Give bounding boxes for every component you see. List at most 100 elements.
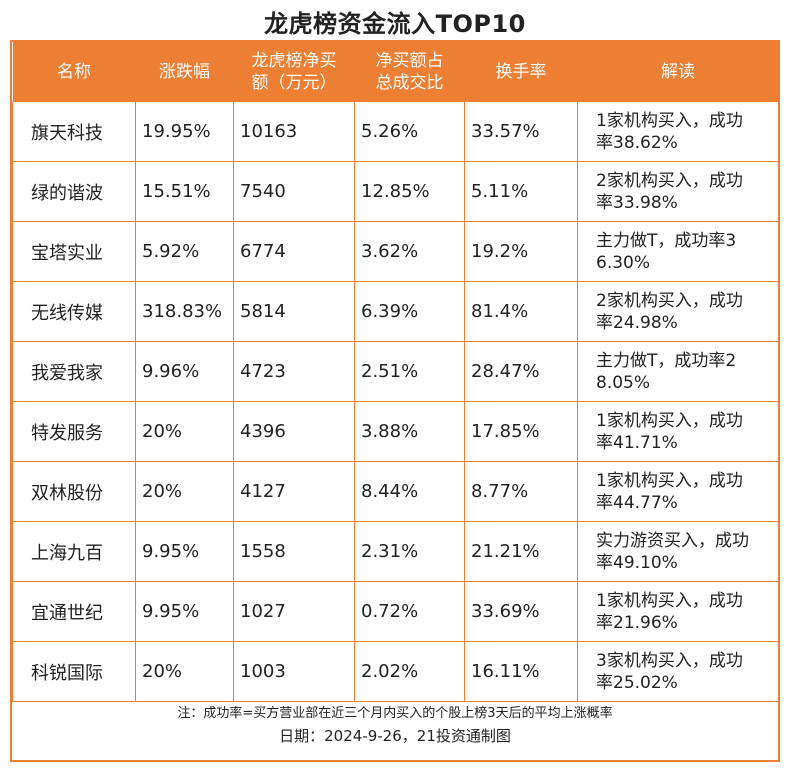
cell-turnover: 17.85% [464,401,578,462]
table-row: 特发服务 20% 4396 3.88% 17.85% 1家机构买入，成功 率41.71% [12,401,779,462]
read-line: 率49.10% [596,552,678,573]
cell-net-buy: 4396 [233,401,355,462]
cell-read: 1家机构买入，成功 率41.71% [577,401,779,462]
read-line: 1家机构买入，成功 [596,110,743,131]
cell-net-buy: 1003 [233,641,355,702]
fund-inflow-table: 名称 涨跌幅 龙虎榜净买 额（万元） 净买额占 总成交比 换手率 解读 旗天科技 19… [12,42,779,702]
cell-turnover: 28.47% [464,341,578,402]
cell-change: 9.95% [135,521,234,582]
cell-turnover: 8.77% [464,461,578,522]
cell-read: 实力游资买入，成功 率49.10% [577,521,779,582]
cell-name: 我爱我家 [12,341,136,402]
footer-notes: 注：成功率=买方营业部在近三个月内买入的个股上榜3天后的平均上涨概率 日期：20… [12,704,778,748]
cell-name: 科锐国际 [12,641,136,702]
read-line: 率24.98% [596,312,678,333]
cell-change: 9.96% [135,341,234,402]
read-line: 率25.02% [596,672,678,693]
cell-change: 15.51% [135,161,234,222]
table-row: 上海九百 9.95% 1558 2.31% 21.21% 实力游资买入，成功 率49.10% [12,521,779,582]
table-header-row: 名称 涨跌幅 龙虎榜净买 额（万元） 净买额占 总成交比 换手率 解读 [12,42,779,102]
read-line: 1家机构买入，成功 [596,470,743,491]
header-turnover: 换手率 [464,42,578,102]
cell-read: 主力做T，成功率3 6.30% [577,221,779,282]
read-line: 6.30% [596,252,651,273]
page-title: 龙虎榜资金流入TOP10 [264,10,526,38]
table-row: 科锐国际 20% 1003 2.02% 16.11% 3家机构买入，成功 率25.02% [12,641,779,702]
cell-change: 20% [135,461,234,522]
header-read: 解读 [577,42,779,102]
cell-name: 特发服务 [12,401,136,462]
cell-ratio: 5.26% [354,102,465,162]
cell-net-buy: 1027 [233,581,355,642]
cell-ratio: 3.88% [354,401,465,462]
read-line: 率21.96% [596,612,678,633]
table-row: 绿的谐波 15.51% 7540 12.85% 5.11% 2家机构买入，成功 率33.98… [12,161,779,222]
read-line: 8.05% [596,372,651,393]
cell-read: 主力做T，成功率2 8.05% [577,341,779,402]
table-row: 无线传媒 318.83% 5814 6.39% 81.4% 2家机构买入，成功 率24.98… [12,281,779,342]
cell-ratio: 3.62% [354,221,465,282]
cell-change: 20% [135,641,234,702]
cell-turnover: 33.57% [464,102,578,162]
read-line: 3家机构买入，成功 [596,650,743,671]
cell-change: 318.83% [135,281,234,342]
footnote: 注：成功率=买方营业部在近三个月内买入的个股上榜3天后的平均上涨概率 [177,706,613,721]
cell-name: 无线传媒 [12,281,136,342]
read-line: 实力游资买入，成功 [596,530,749,551]
cell-ratio: 2.51% [354,341,465,402]
read-line: 率33.98% [596,192,678,213]
read-line: 1家机构买入，成功 [596,410,743,431]
cell-name: 旗天科技 [12,102,136,162]
cell-turnover: 33.69% [464,581,578,642]
read-line: 率44.77% [596,492,678,513]
cell-name: 宝塔实业 [12,221,136,282]
cell-net-buy: 6774 [233,221,355,282]
read-line: 主力做T，成功率2 [596,350,737,371]
cell-turnover: 21.21% [464,521,578,582]
cell-ratio: 8.44% [354,461,465,522]
read-line: 2家机构买入，成功 [596,290,743,311]
table-row: 宜通世纪 9.95% 1027 0.72% 33.69% 1家机构买入，成功 率21.96% [12,581,779,642]
cell-ratio: 12.85% [354,161,465,222]
cell-net-buy: 10163 [233,102,355,162]
read-line: 1家机构买入，成功 [596,590,743,611]
cell-read: 3家机构买入，成功 率25.02% [577,641,779,702]
cell-name: 宜通世纪 [12,581,136,642]
cell-net-buy: 4127 [233,461,355,522]
header-net-buy: 龙虎榜净买 额（万元） [233,42,355,102]
header-change: 涨跌幅 [135,42,234,102]
cell-turnover: 19.2% [464,221,578,282]
cell-net-buy: 1558 [233,521,355,582]
cell-ratio: 0.72% [354,581,465,642]
cell-name: 绿的谐波 [12,161,136,222]
cell-ratio: 2.31% [354,521,465,582]
cell-turnover: 81.4% [464,281,578,342]
cell-name: 双林股份 [12,461,136,522]
cell-read: 2家机构买入，成功 率24.98% [577,281,779,342]
cell-change: 5.92% [135,221,234,282]
cell-read: 1家机构买入，成功 率38.62% [577,102,779,162]
cell-ratio: 6.39% [354,281,465,342]
credit-line: 日期：2024-9-26，21投资通制图 [279,727,511,745]
cell-net-buy: 4723 [233,341,355,402]
read-line: 主力做T，成功率3 [596,230,737,251]
cell-read: 1家机构买入，成功 率21.96% [577,581,779,642]
read-line: 2家机构买入，成功 [596,170,743,191]
cell-turnover: 5.11% [464,161,578,222]
cell-read: 1家机构买入，成功 率44.77% [577,461,779,522]
cell-net-buy: 7540 [233,161,355,222]
read-line: 率38.62% [596,132,678,153]
cell-turnover: 16.11% [464,641,578,702]
cell-ratio: 2.02% [354,641,465,702]
table-row: 宝塔实业 5.92% 6774 3.62% 19.2% 主力做T，成功率3 6.30% [12,221,779,282]
header-ratio: 净买额占 总成交比 [354,42,465,102]
cell-change: 9.95% [135,581,234,642]
header-name: 名称 [12,42,136,102]
table-row: 双林股份 20% 4127 8.44% 8.77% 1家机构买入，成功 率44.77% [12,461,779,522]
table-row: 我爱我家 9.96% 4723 2.51% 28.47% 主力做T，成功率2 8.05% [12,341,779,402]
cell-read: 2家机构买入，成功 率33.98% [577,161,779,222]
table-frame: 名称 涨跌幅 龙虎榜净买 额（万元） 净买额占 总成交比 换手率 解读 旗天科技 19… [10,40,780,762]
cell-net-buy: 5814 [233,281,355,342]
read-line: 率41.71% [596,432,678,453]
cell-change: 20% [135,401,234,462]
